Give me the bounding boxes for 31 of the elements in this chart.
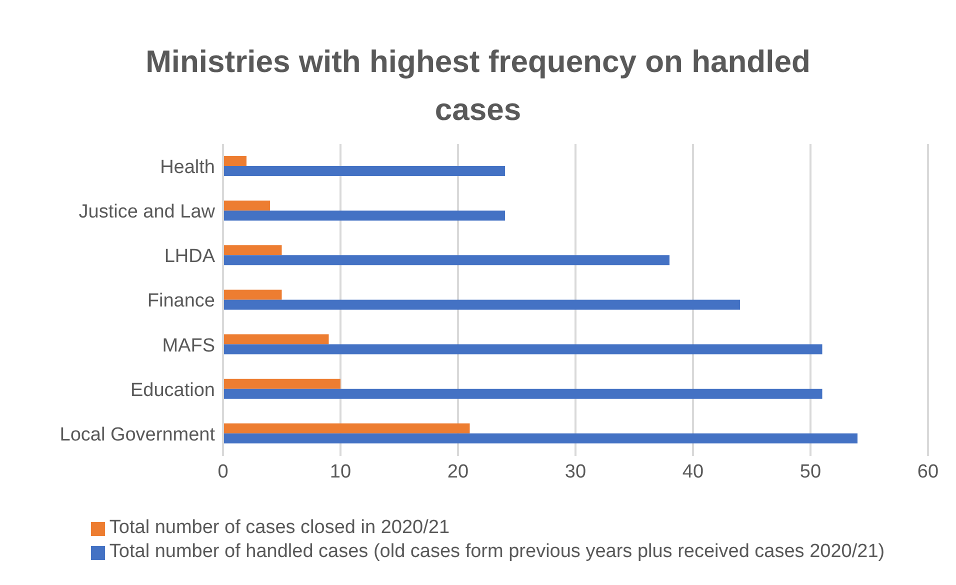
bar: [223, 334, 329, 344]
bar: [223, 210, 505, 221]
y-tick-label: Finance: [147, 290, 215, 312]
y-tick-label: MAFS: [162, 335, 215, 356]
bar: [223, 290, 282, 300]
bar: [223, 166, 505, 176]
legend-label: Total number of cases closed in 2020/21: [109, 517, 450, 538]
x-tick-label: 60: [917, 461, 939, 482]
bar: [223, 300, 740, 310]
y-tick-label: Health: [160, 157, 215, 178]
x-tick-label: 50: [800, 461, 822, 482]
bar: [223, 423, 470, 434]
y-tick-label: Local Government: [60, 424, 216, 446]
legend-label: Total number of handled cases (old cases form previous years plus received cases 2020/21): [109, 541, 885, 562]
bar: [223, 378, 340, 389]
bar: [223, 344, 822, 354]
bar: [223, 388, 822, 399]
bar: [223, 200, 270, 211]
x-tick-label: 40: [682, 461, 704, 482]
x-tick-label: 30: [564, 461, 586, 482]
x-tick-label: 0: [218, 461, 228, 482]
bar: [223, 433, 858, 444]
y-tick-label: LHDA: [164, 246, 216, 268]
x-tick-label: 10: [330, 461, 352, 482]
chart-title: Ministries with highest frequency on handled cases: [144, 43, 812, 129]
y-tick-label: Education: [130, 380, 215, 401]
bar: [223, 255, 670, 266]
x-tick-label: 20: [447, 461, 469, 482]
bar: [223, 156, 246, 166]
y-tick-label: Justice and Law: [78, 202, 216, 223]
bar: [223, 245, 282, 256]
